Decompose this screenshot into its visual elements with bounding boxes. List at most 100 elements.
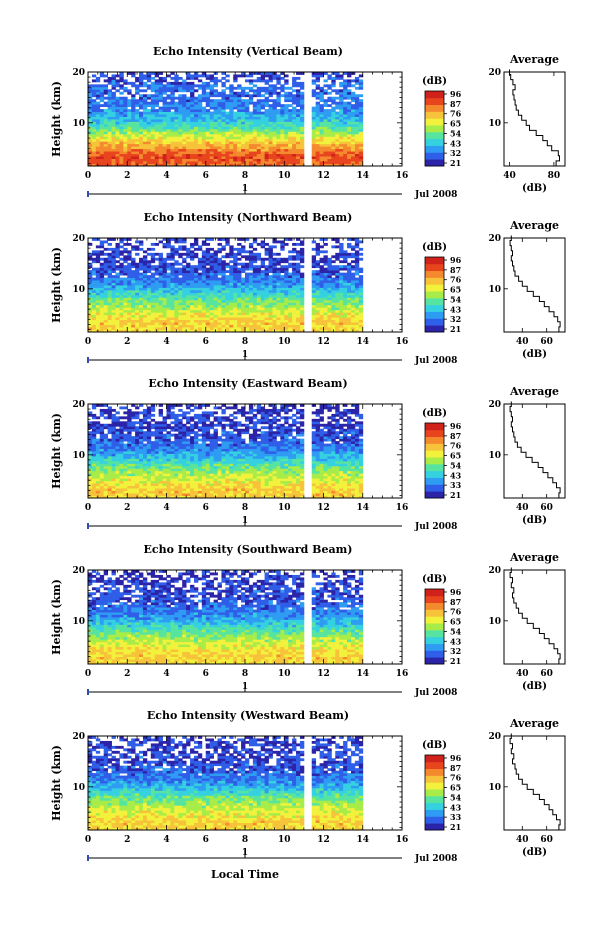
- heatmap-cell: [245, 493, 250, 496]
- heatmap-cell: [319, 109, 324, 112]
- heatmap-cell: [260, 104, 266, 108]
- heatmap-cell: [91, 94, 97, 98]
- heatmap-cell: [252, 156, 258, 159]
- heatmap-cell: [225, 146, 230, 150]
- heatmap-cell: [217, 131, 222, 135]
- heatmap-cell: [123, 79, 128, 83]
- heatmap-cell: [221, 270, 226, 274]
- heatmap-cell: [347, 114, 352, 117]
- heatmap-cell: [311, 262, 317, 266]
- heatmap-cell: [142, 158, 148, 162]
- heatmap-cell: [201, 329, 207, 333]
- heatmap-cell: [343, 260, 348, 264]
- heatmap-cell: [299, 257, 305, 261]
- heatmap-cell: [260, 312, 266, 316]
- colorbar-tick-label: 54: [450, 294, 462, 304]
- heatmap-cell: [276, 309, 281, 313]
- heatmap-cell: [146, 86, 152, 90]
- heatmap-cell: [311, 255, 317, 259]
- heatmap-cell: [343, 312, 348, 316]
- heatmap-cell: [264, 72, 269, 75]
- heatmap-cell: [127, 148, 132, 152]
- heatmap-cell: [91, 292, 97, 296]
- heatmap-cell: [107, 76, 112, 80]
- heatmap-cell: [142, 138, 148, 142]
- heatmap-cell: [288, 277, 293, 281]
- heatmap-cell: [241, 141, 246, 145]
- heatmap-cell: [162, 131, 167, 135]
- heatmap-cell: [142, 94, 148, 98]
- heatmap-cell: [288, 109, 293, 112]
- heatmap-cell: [248, 272, 254, 276]
- heatmap-cell: [217, 91, 222, 95]
- heatmap-cell: [280, 133, 285, 137]
- heatmap-cell: [95, 297, 101, 301]
- heatmap-cell: [256, 141, 262, 145]
- heatmap-cell: [245, 119, 250, 122]
- heatmap-cell: [237, 136, 242, 140]
- heatmap-cell: [107, 299, 112, 303]
- heatmap-cell: [323, 317, 328, 321]
- heatmap-cell: [158, 287, 163, 291]
- heatmap-cell: [284, 121, 289, 125]
- heatmap-cell: [245, 141, 250, 145]
- heatmap-cell: [296, 156, 301, 159]
- heatmap-cell: [197, 304, 203, 308]
- heatmap-cell: [276, 299, 281, 303]
- heatmap-cell: [99, 285, 105, 288]
- heatmap-cell: [347, 272, 352, 276]
- heatmap-cell: [186, 282, 191, 286]
- heatmap-cell: [139, 297, 144, 301]
- heatmap-cell: [217, 104, 222, 108]
- heatmap-cell: [139, 262, 144, 266]
- heatmap-cell: [343, 141, 348, 145]
- heatmap-cell: [264, 109, 269, 112]
- heatmap-cell: [358, 148, 364, 152]
- heatmap-cell: [213, 262, 218, 266]
- heatmap-cell: [182, 260, 187, 264]
- heatmap-cell: [150, 299, 156, 303]
- heatmap-cell: [237, 285, 242, 288]
- x-tick-label: 16: [396, 337, 409, 347]
- heatmap-cell: [354, 96, 360, 100]
- heatmap-cell: [331, 319, 336, 323]
- heatmap-cell: [299, 294, 305, 298]
- heatmap-cell: [343, 146, 348, 150]
- heatmap-cell: [154, 116, 160, 120]
- heatmap-cell: [115, 131, 120, 135]
- heatmap-cell: [284, 94, 289, 98]
- heatmap-cell: [256, 270, 262, 274]
- heatmap-cell: [264, 163, 269, 167]
- heatmap-cell: [190, 131, 195, 135]
- heatmap-cell: [111, 114, 116, 117]
- heatmap-cell: [107, 329, 112, 333]
- heatmap-cell: [256, 285, 262, 288]
- heatmap-cell: [201, 304, 207, 308]
- heatmap-cell: [248, 101, 254, 105]
- heatmap-cell: [229, 329, 234, 333]
- heatmap-cell: [139, 289, 144, 293]
- heatmap-cell: [127, 262, 132, 266]
- heatmap-cell: [358, 116, 364, 120]
- heatmap-cell: [288, 317, 293, 321]
- heatmap-cell: [319, 245, 324, 249]
- heatmap-cell: [248, 265, 254, 269]
- heatmap-cell: [315, 289, 320, 293]
- heatmap-cell: [319, 111, 324, 115]
- heatmap-cell: [111, 121, 116, 125]
- heatmap-cell: [213, 138, 218, 142]
- heatmap-cell: [276, 260, 281, 264]
- heatmap-cell: [135, 86, 140, 90]
- heatmap-cell: [280, 158, 285, 162]
- heatmap-cell: [280, 119, 285, 122]
- heatmap-cell: [213, 84, 218, 88]
- heatmap-cell: [268, 143, 273, 147]
- heatmap-cell: [142, 101, 148, 105]
- heatmap-cell: [264, 297, 269, 301]
- heatmap-cell: [280, 260, 285, 264]
- heatmap-cell: [95, 319, 101, 323]
- heatmap-cell: [233, 146, 238, 150]
- heatmap-cell: [319, 89, 324, 93]
- heatmap-cell: [284, 280, 289, 283]
- heatmap-cell: [205, 257, 211, 261]
